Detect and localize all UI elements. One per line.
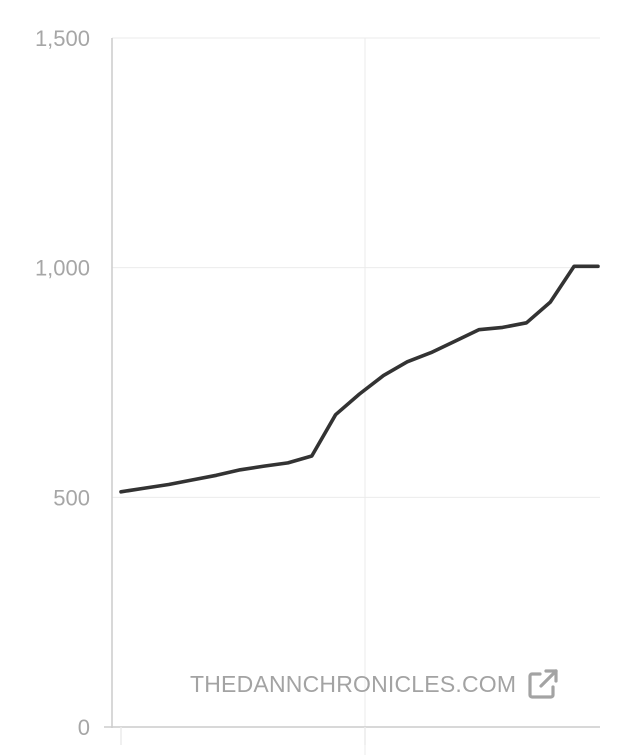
external-link-icon[interactable]	[526, 667, 560, 701]
y-tick-label: 500	[53, 485, 90, 510]
series-line	[119, 264, 600, 494]
y-tick-labels: 0 500 1,000 1,500	[35, 26, 90, 740]
y-tick-label: 1,500	[35, 26, 90, 51]
series-layer	[119, 264, 600, 494]
y-tick-label: 1,000	[35, 256, 90, 281]
axes	[104, 38, 600, 745]
watermark[interactable]: THEDANNCHRONICLES.COM	[190, 667, 560, 701]
y-tick-label: 0	[78, 715, 90, 740]
grid-lines	[112, 37, 600, 755]
watermark-text: THEDANNCHRONICLES.COM	[190, 670, 517, 697]
